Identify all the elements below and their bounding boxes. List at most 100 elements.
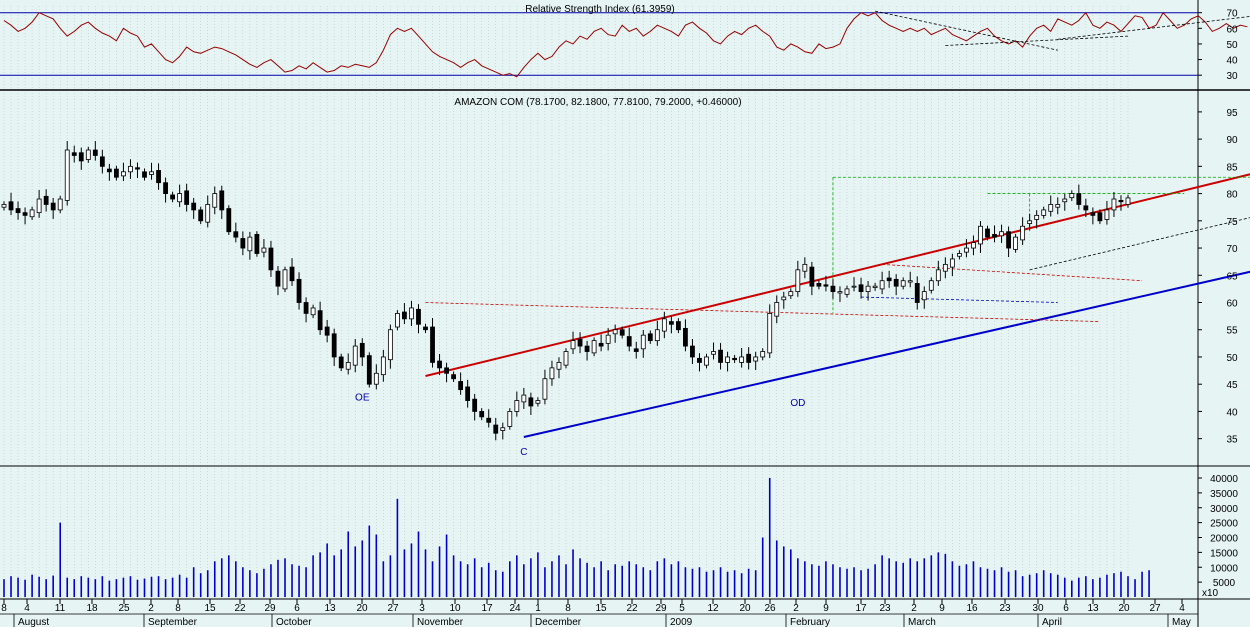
candle — [64, 141, 70, 206]
candle — [1055, 197, 1061, 215]
x-tick-label: 8 — [175, 603, 181, 614]
candle-body — [985, 228, 990, 238]
candle — [507, 408, 513, 430]
x-tick-label: 20 — [1118, 603, 1130, 614]
candle — [451, 371, 457, 383]
volume-tick-label: 20000 — [1210, 534, 1238, 545]
candle-body — [500, 427, 506, 431]
candle-body — [886, 277, 892, 282]
price-trend-line — [425, 173, 1250, 378]
x-tick-label: 4 — [24, 603, 30, 614]
candle-body — [92, 149, 98, 156]
candle — [268, 240, 274, 277]
volume-unit-label: x10 — [1202, 588, 1219, 599]
candle-body — [935, 269, 941, 282]
candle — [317, 301, 323, 335]
candle — [1104, 200, 1110, 225]
candle — [921, 286, 927, 309]
candle — [1111, 191, 1117, 218]
candle-body — [704, 356, 709, 366]
candle-body — [1034, 214, 1040, 220]
candle-body — [1118, 199, 1124, 203]
month-label: November — [417, 617, 464, 627]
candle — [219, 185, 225, 219]
candle — [500, 422, 506, 440]
candle — [612, 324, 618, 343]
candle — [802, 257, 808, 279]
candle — [198, 206, 204, 225]
x-tick-label: 6 — [1063, 603, 1069, 614]
candle — [156, 163, 161, 190]
candle-body — [844, 288, 850, 295]
candle-body — [647, 333, 653, 342]
price-trend-line — [861, 296, 1058, 303]
candle — [865, 280, 871, 301]
candle — [289, 258, 295, 286]
candle — [577, 332, 583, 354]
x-tick-label: 12 — [707, 603, 719, 614]
x-tick-label: 9 — [939, 603, 945, 614]
x-tick-label: 17 — [855, 603, 867, 614]
candle — [668, 316, 674, 334]
candle — [121, 162, 126, 182]
candle-body — [212, 193, 218, 208]
candle-body — [584, 345, 590, 352]
x-tick-label: 13 — [1087, 603, 1099, 614]
price-trend-line — [425, 302, 1100, 322]
candle-body — [746, 353, 752, 363]
candle-body — [711, 351, 716, 355]
x-tick-label: 6 — [294, 603, 300, 614]
x-tick-label: 15 — [204, 603, 216, 614]
candle — [373, 364, 379, 390]
candle-body — [907, 280, 913, 283]
candle-body — [247, 236, 253, 252]
rsi-title: Relative Strength Index (61.3959) — [525, 4, 675, 15]
candle-body — [142, 171, 147, 178]
x-tick-label: 24 — [509, 603, 521, 614]
candle — [556, 357, 562, 379]
candle — [900, 277, 906, 290]
candle — [1069, 190, 1075, 201]
candle — [261, 239, 267, 258]
candle-body — [668, 321, 674, 325]
candle — [767, 304, 773, 359]
candle — [437, 353, 442, 375]
candle — [978, 221, 983, 253]
candle — [711, 342, 716, 360]
candle — [858, 277, 864, 299]
candle-body — [430, 326, 435, 363]
candle — [816, 280, 822, 290]
candle — [633, 341, 639, 359]
candle — [690, 338, 695, 365]
candle-body — [205, 204, 211, 223]
candle-body — [373, 372, 379, 385]
candle — [570, 331, 576, 354]
x-tick-label: 3 — [419, 603, 425, 614]
x-tick-label: 29 — [264, 603, 276, 614]
candle-body — [1076, 193, 1082, 205]
candle-body — [598, 342, 604, 347]
x-tick-label: 27 — [387, 603, 399, 614]
candle — [226, 205, 232, 235]
price-trend-line — [523, 270, 1250, 439]
candle-body — [577, 338, 583, 347]
candle-body — [423, 326, 428, 331]
candle-body — [163, 182, 168, 194]
candle-body — [135, 167, 140, 170]
candle — [753, 351, 759, 371]
candle-body — [823, 284, 829, 287]
candle-body — [240, 238, 246, 249]
x-tick-label: 16 — [966, 603, 978, 614]
candle — [345, 353, 351, 375]
candle-body — [1125, 197, 1131, 205]
x-tick-label: 27 — [1149, 603, 1161, 614]
candle-body — [106, 168, 112, 173]
candle — [619, 326, 625, 339]
candle-body — [992, 234, 997, 238]
candle-body — [949, 258, 955, 268]
candle — [78, 147, 84, 170]
x-tick-label: 23 — [879, 603, 891, 614]
candle-body — [402, 311, 407, 320]
price-tick-label: 70 — [1226, 244, 1238, 255]
candle-body — [1020, 225, 1026, 241]
